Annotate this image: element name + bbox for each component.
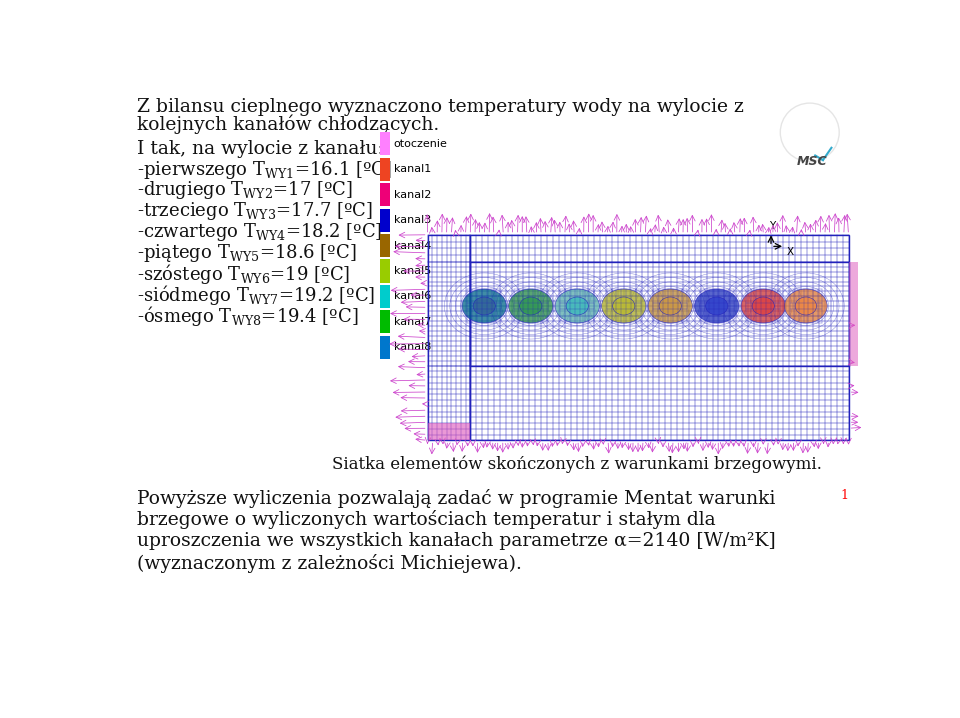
Bar <box>470 262 849 365</box>
Ellipse shape <box>602 289 646 323</box>
Ellipse shape <box>612 297 635 315</box>
Text: 1: 1 <box>841 489 849 502</box>
Text: MSC: MSC <box>797 156 828 169</box>
Text: kanal7: kanal7 <box>394 317 431 327</box>
Ellipse shape <box>519 297 541 315</box>
Text: otoczenie: otoczenie <box>394 139 447 149</box>
Text: kanal8: kanal8 <box>394 342 431 353</box>
Text: -drugiego T$_{\mathregular{WY2}}$=17 [ºC]: -drugiego T$_{\mathregular{WY2}}$=17 [ºC… <box>137 180 353 201</box>
Bar <box>380 259 391 282</box>
Ellipse shape <box>784 289 828 323</box>
Text: brzegowe o wyliczonych wartościach temperatur i stałym dla: brzegowe o wyliczonych wartościach tempe… <box>137 510 715 529</box>
Text: -szóstego T$_{\mathregular{WY6}}$=19 [ºC]: -szóstego T$_{\mathregular{WY6}}$=19 [ºC… <box>137 263 350 286</box>
Text: Siatka elementów skończonych z warunkami brzegowymi.: Siatka elementów skończonych z warunkami… <box>332 456 822 473</box>
Bar <box>849 262 858 365</box>
Text: -piątego T$_{\mathregular{WY5}}$=18.6 [ºC]: -piątego T$_{\mathregular{WY5}}$=18.6 [º… <box>137 242 356 264</box>
Ellipse shape <box>660 297 682 315</box>
Bar <box>380 158 391 181</box>
Bar <box>380 310 391 333</box>
Text: -czwartego T$_{\mathregular{WY4}}$=18.2 [ºC]: -czwartego T$_{\mathregular{WY4}}$=18.2 … <box>137 221 382 243</box>
Text: Powyższe wyliczenia pozwalają zadać w programie Mentat warunki: Powyższe wyliczenia pozwalają zadać w pr… <box>137 489 776 508</box>
Text: I tak, na wylocie z kanału:: I tak, na wylocie z kanału: <box>137 140 384 158</box>
Text: kanal1: kanal1 <box>394 164 431 174</box>
Text: kanal3: kanal3 <box>394 215 431 225</box>
Bar <box>380 234 391 257</box>
Ellipse shape <box>795 297 817 315</box>
Text: kanal2: kanal2 <box>394 190 431 200</box>
Text: -siódmego T$_{\mathregular{WY7}}$=19.2 [ºC]: -siódmego T$_{\mathregular{WY7}}$=19.2 [… <box>137 284 375 307</box>
Text: Y: Y <box>770 221 776 231</box>
Text: -trzeciego T$_{\mathregular{WY3}}$=17.7 [ºC]: -trzeciego T$_{\mathregular{WY3}}$=17.7 … <box>137 200 373 222</box>
Text: Z bilansu cieplnego wyznaczono temperatury wody na wylocie z: Z bilansu cieplnego wyznaczono temperatu… <box>137 98 744 116</box>
Bar <box>427 424 470 440</box>
Text: -ósmego T$_{\mathregular{WY8}}$=19.4 [ºC]: -ósmego T$_{\mathregular{WY8}}$=19.4 [ºC… <box>137 304 358 328</box>
Text: -pierwszego T$_{\mathregular{WY1}}$=16.1 [ºC]: -pierwszego T$_{\mathregular{WY1}}$=16.1… <box>137 159 392 180</box>
Text: (wyznaczonym z zależności Michiejewa).: (wyznaczonym z zależności Michiejewa). <box>137 554 522 572</box>
Ellipse shape <box>473 297 495 315</box>
Bar <box>427 235 470 440</box>
Text: kolejnych kanałów chłodzących.: kolejnych kanałów chłodzących. <box>137 115 440 134</box>
Bar <box>380 285 391 308</box>
Ellipse shape <box>555 289 599 323</box>
Ellipse shape <box>706 297 728 315</box>
Ellipse shape <box>566 297 588 315</box>
Text: kanal6: kanal6 <box>394 292 431 302</box>
Text: uproszczenia we wszystkich kanałach parametrze α=2140 [W/m²K]: uproszczenia we wszystkich kanałach para… <box>137 532 776 550</box>
Ellipse shape <box>753 297 775 315</box>
Bar <box>380 335 391 359</box>
Bar <box>380 209 391 232</box>
Text: kanal5: kanal5 <box>394 266 431 276</box>
Bar <box>470 235 849 440</box>
Bar <box>380 183 391 206</box>
Ellipse shape <box>741 289 785 323</box>
Ellipse shape <box>462 289 507 323</box>
Ellipse shape <box>695 289 739 323</box>
Bar <box>380 132 391 156</box>
Ellipse shape <box>648 289 692 323</box>
Text: X: X <box>786 247 794 257</box>
Text: kanal4: kanal4 <box>394 241 431 251</box>
Ellipse shape <box>509 289 553 323</box>
